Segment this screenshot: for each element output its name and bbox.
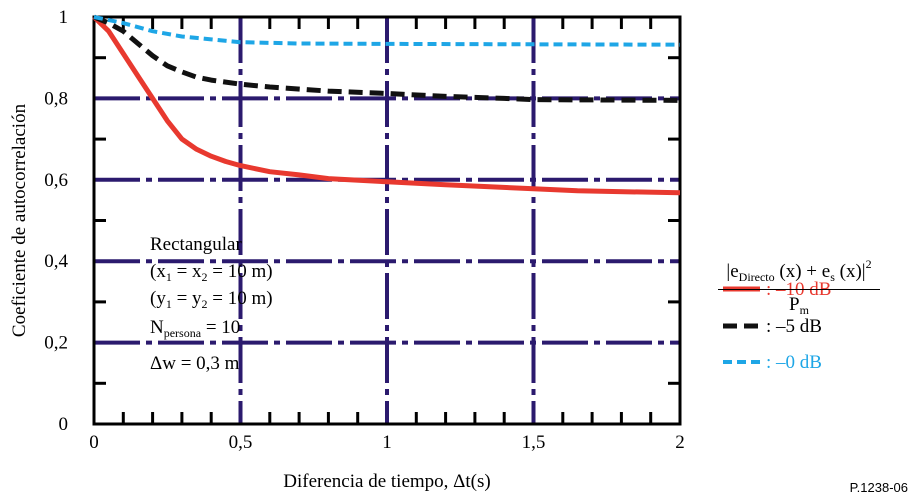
figure-id: P.1238-06 <box>849 480 908 495</box>
y-tick-label: 0,2 <box>44 333 68 354</box>
y-tick-label: 0 <box>59 414 69 435</box>
x-tick-label: 0 <box>89 432 99 453</box>
annotation-line-1: Rectangular <box>150 234 242 255</box>
x-tick-label: 1,5 <box>522 432 546 453</box>
formula-fraction-bar <box>718 289 880 290</box>
series-line <box>93 15 681 47</box>
x-tick-label: 0,5 <box>229 432 253 453</box>
y-tick-label: 0,8 <box>44 88 68 109</box>
y-tick-label: 0,6 <box>44 170 68 191</box>
y-tick-label: 1 <box>59 7 69 28</box>
legend-label: : –5 dB <box>766 316 822 337</box>
annotation-line-4: Npersona = 10 <box>150 317 241 340</box>
legend-label: : –0 dB <box>766 352 822 373</box>
formula-numerator: |eDirecto (x) + es (x)|2 <box>726 257 872 284</box>
plot-frame <box>92 15 682 426</box>
formula-legend-title: |eDirecto (x) + es (x)|2 Pm <box>714 257 884 318</box>
x-axis-label: Diferencia de tiempo, Δt(s) <box>283 471 490 492</box>
x-tick-label: 2 <box>675 432 685 453</box>
formula-denominator: Pm <box>789 294 809 317</box>
series-line <box>93 14 681 103</box>
annotation-line-3: (y1 = y2 = 10 m) <box>150 288 273 311</box>
annotation-line-5: Δw = 0,3 m <box>150 353 240 374</box>
x-tick-label: 1 <box>382 432 392 453</box>
y-axis-label: Coeficiente de autocorrelación <box>9 103 30 337</box>
series-line <box>92 15 681 196</box>
y-tick-label: 0,4 <box>44 251 68 272</box>
annotation-line-2: (x1 = x2 = 10 m) <box>150 261 273 284</box>
